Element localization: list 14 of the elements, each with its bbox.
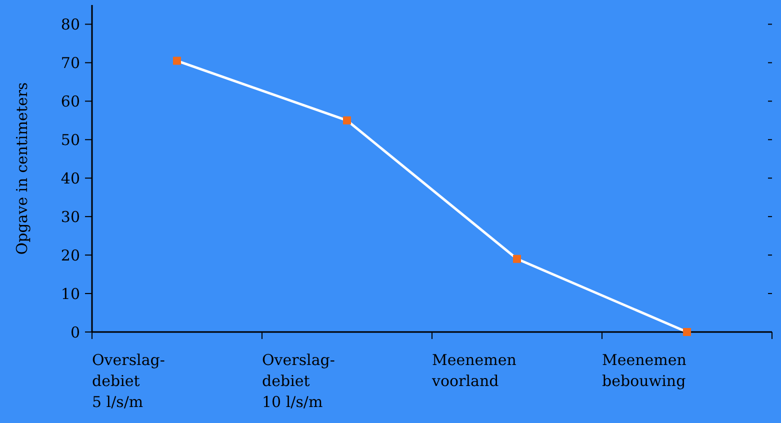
y-tick-label: 80: [60, 15, 80, 34]
y-tick-label: 50: [60, 130, 80, 149]
x-tick-label: Overslag- debiet 5 l/s/m: [92, 351, 165, 411]
x-tick-label: Meenemen bebouwing: [602, 351, 687, 390]
y-tick-label: 70: [60, 54, 80, 72]
y-tick-label: 0: [70, 323, 80, 342]
x-tick-label: Overslag- debiet 10 l/s/m: [262, 351, 335, 411]
y-tick-label: 40: [60, 169, 80, 188]
y-tick-label: 20: [60, 246, 80, 264]
y-axis-title: Opgave in centimeters: [13, 82, 31, 255]
y-tick-label: 60: [60, 92, 80, 110]
x-tick-label: Meenemen voorland: [431, 351, 517, 390]
y-tick-label: 10: [60, 284, 80, 303]
y-tick-label: 30: [60, 208, 80, 226]
